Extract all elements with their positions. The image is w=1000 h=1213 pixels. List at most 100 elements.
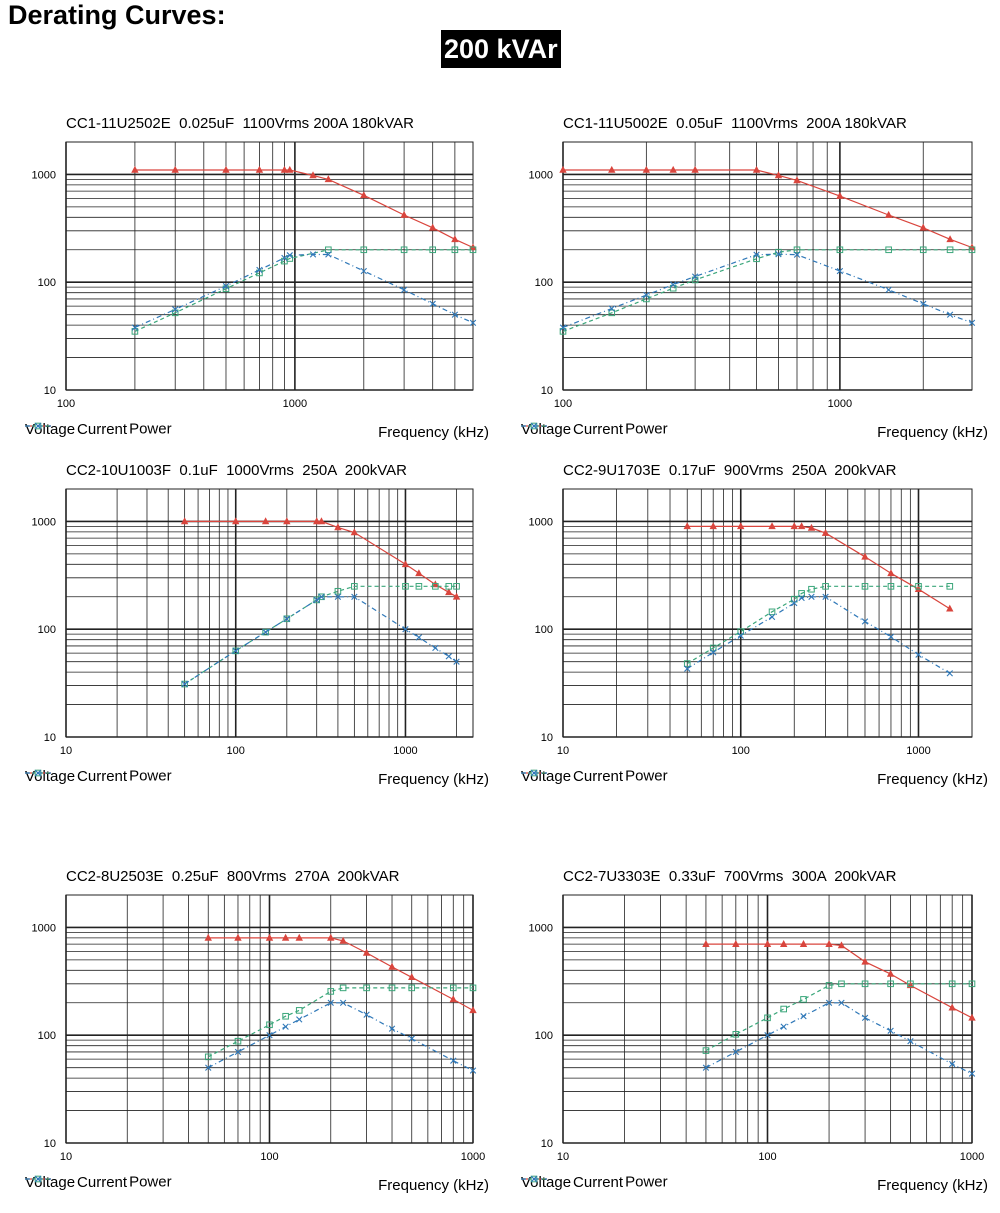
legend-marker [34, 769, 42, 777]
power-point [825, 999, 833, 1006]
power-point [887, 1027, 894, 1034]
voltage-point [948, 1003, 956, 1011]
voltage-point [280, 165, 289, 173]
chart-legend: Voltage Current Power [521, 420, 668, 438]
voltage-line [208, 937, 474, 1011]
current-line [705, 983, 972, 1052]
x-tick-label: 10 [557, 1151, 569, 1163]
current-point [360, 246, 368, 254]
power-point [400, 286, 408, 294]
y-tick-label: 1000 [32, 922, 56, 934]
power-point [968, 319, 976, 327]
power-point [948, 1060, 956, 1068]
power-point [684, 665, 691, 672]
power-point [415, 634, 423, 641]
y-tick-label: 1000 [529, 169, 553, 181]
current-point [709, 644, 717, 652]
voltage-point [180, 517, 189, 525]
chart-legend: Voltage Current Power [25, 420, 172, 438]
power-point [327, 999, 334, 1006]
x-tick-label: 1000 [461, 1151, 485, 1163]
power-point [946, 311, 954, 318]
voltage-point [702, 940, 710, 947]
y-tick-label: 100 [535, 624, 553, 636]
current-point [968, 980, 976, 988]
chart-grid-lines [562, 488, 973, 738]
legend-power-swatch [25, 769, 51, 777]
power-point [669, 281, 677, 288]
voltage-series [702, 940, 976, 1021]
current-point [415, 583, 423, 590]
y-tick-label: 1000 [529, 516, 553, 528]
x-tick-label: 10 [60, 745, 72, 757]
power-point [313, 596, 320, 604]
current-point [885, 246, 892, 254]
current-point [968, 246, 976, 254]
legend-power-swatch [521, 769, 547, 777]
power-point [351, 593, 358, 600]
voltage-point [768, 522, 776, 530]
chart-plot: 10 100 1000 10 100 1000 [32, 894, 485, 1163]
voltage-point [360, 191, 368, 199]
x-tick-label: 100 [227, 745, 245, 757]
legend-power-label: Power [129, 767, 172, 785]
y-tick-label: 1000 [32, 169, 56, 181]
legend-power-swatch [25, 1175, 51, 1183]
voltage-point [449, 995, 457, 1003]
current-point [262, 628, 269, 636]
power-point [608, 305, 615, 312]
power-point [266, 1032, 273, 1039]
current-point [283, 615, 291, 623]
derating-chart-panel: CC2-7U3303E 0.33uF 700Vrms 300A 200kVAR 1… [500, 868, 1000, 1213]
power-point [469, 319, 477, 327]
current-point [737, 628, 745, 635]
current-point [181, 680, 188, 688]
current-line [562, 249, 972, 332]
power-point [445, 653, 452, 660]
power-point [764, 1032, 771, 1039]
power-point [753, 251, 760, 258]
power-point [702, 1064, 710, 1071]
voltage-point [836, 191, 844, 199]
current-point [790, 595, 798, 603]
voltage-point [884, 210, 893, 218]
chart-legend: Voltage Current Power [521, 767, 668, 785]
chart-title: CC2-7U3303E 0.33uF 700Vrms 300A 200kVAR [563, 868, 897, 885]
voltage-point [283, 517, 291, 525]
current-point [234, 1037, 242, 1045]
power-point [281, 254, 288, 262]
voltage-point [451, 235, 459, 243]
voltage-point [452, 592, 461, 600]
power-point [205, 1064, 212, 1071]
voltage-point [642, 165, 651, 173]
voltage-line [134, 169, 474, 249]
current-point [408, 984, 416, 992]
power-point [887, 633, 895, 641]
current-point [402, 583, 409, 590]
voltage-point [350, 528, 359, 536]
current-point [266, 1021, 273, 1029]
power-point [262, 628, 269, 636]
current-point [400, 246, 408, 254]
chart-title: CC2-10U1003F 0.1uF 1000Vrms 250A 200kVAR [66, 462, 408, 479]
y-tick-label: 1000 [32, 516, 56, 528]
voltage-series [131, 165, 477, 251]
current-point [363, 984, 370, 992]
chart-plot: 10 100 1000 10 100 1000 [32, 488, 474, 757]
current-point [432, 583, 439, 590]
power-point [469, 1067, 477, 1074]
voltage-point [779, 940, 788, 947]
current-point [702, 1047, 710, 1054]
chart-plot: 10 100 1000 10 100 1000 [529, 488, 973, 757]
y-tick-label: 100 [38, 277, 56, 289]
current-point [469, 984, 477, 992]
current-point [469, 246, 477, 254]
voltage-point [793, 176, 801, 184]
legend-power-label: Power [625, 1173, 668, 1191]
current-series [683, 583, 954, 667]
voltage-point [919, 223, 927, 231]
chart-title: CC1-11U2502E 0.025uF 1100Vrms 200A 180kV… [66, 115, 414, 132]
x-axis-label: Frequency (kHz) [877, 424, 988, 441]
power-point [318, 593, 325, 600]
